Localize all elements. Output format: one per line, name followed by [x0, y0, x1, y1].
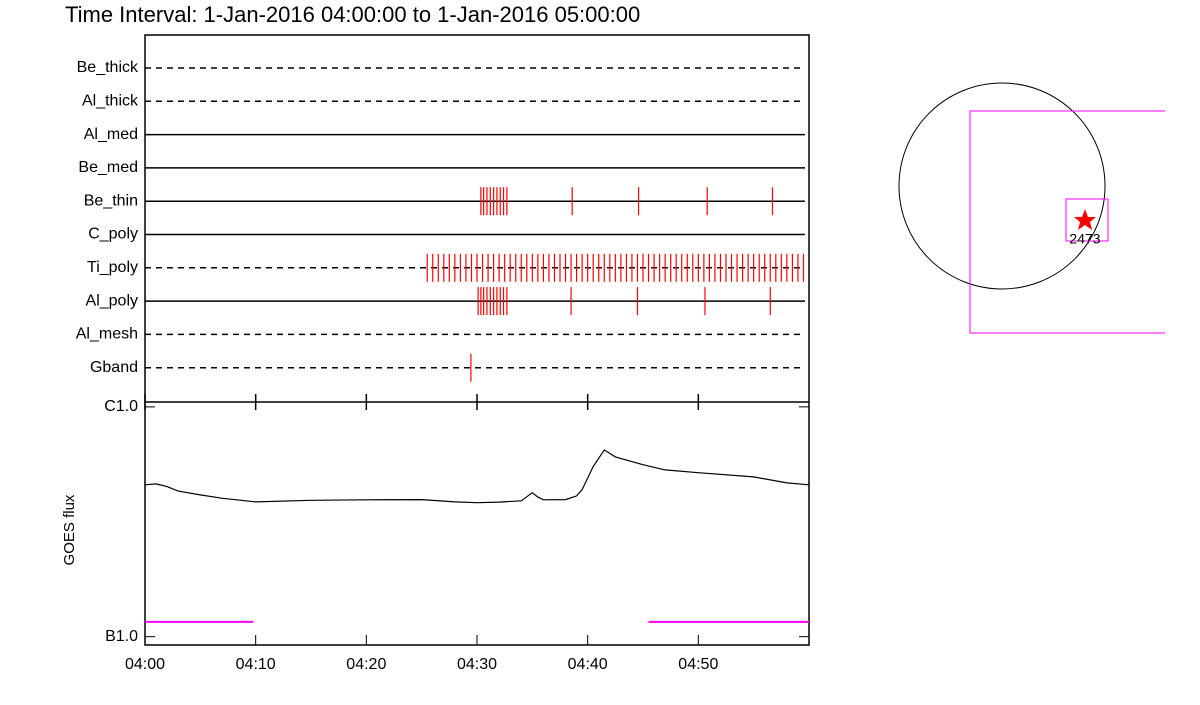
sun-disk: [898, 82, 1106, 290]
star: [1074, 209, 1096, 230]
goes-line: [144, 449, 810, 504]
filter-label: Ti_poly: [87, 259, 138, 276]
chart-title: Time Interval: 1-Jan-2016 04:00:00 to 1-…: [65, 2, 640, 27]
plot-frame: [144, 34, 810, 646]
filter-label: Al_med: [84, 126, 138, 143]
filter-label: Al_poly: [86, 292, 138, 309]
x-tick-label: 04:20: [346, 656, 386, 673]
y-axis-label: GOES flux: [61, 494, 78, 565]
filter-label: Be_thin: [84, 192, 138, 209]
filter-label: Be_thick: [77, 59, 139, 76]
y-tick-label: C1.0: [104, 398, 138, 415]
filter-label: Al_thick: [82, 93, 139, 110]
filter-label: Al_mesh: [76, 326, 138, 343]
region-box: [1065, 198, 1109, 242]
y-tick-label: B1.0: [105, 628, 138, 645]
x-tick-label: 04:50: [678, 656, 718, 673]
x-tick-label: 04:10: [236, 656, 276, 673]
x-tick-label: 04:00: [125, 656, 165, 673]
x-tick-label: 04:30: [457, 656, 497, 673]
x-tick-label: 04:40: [568, 656, 608, 673]
region-label: 2473: [1069, 231, 1100, 247]
filter-label: Gband: [90, 359, 138, 376]
fov-box: [969, 110, 1165, 334]
filter-label: C_poly: [88, 226, 138, 243]
context-map: 2473: [898, 82, 1165, 334]
filter-label: Be_med: [78, 159, 138, 176]
